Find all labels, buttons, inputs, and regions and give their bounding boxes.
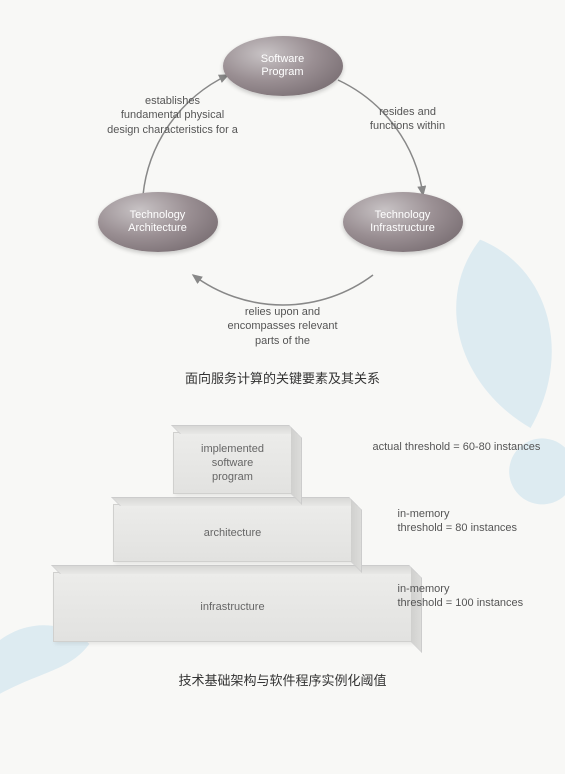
tier-infrastructure: infrastructure (53, 572, 413, 642)
edge-label-resides: resides andfunctions within (353, 105, 463, 134)
tier-label-text: implementedsoftwareprogram (201, 442, 264, 485)
tier-diagram: infrastructure architecture implementeds… (43, 432, 523, 652)
threshold-label-architecture: in-memorythreshold = 80 instances (398, 507, 548, 536)
threshold-label-infrastructure: in-memorythreshold = 100 instances (398, 582, 548, 611)
tier-label-text: architecture (204, 526, 261, 540)
cycle-diagram: SoftwareProgram TechnologyInfrastructure… (73, 20, 493, 360)
node-software-program: SoftwareProgram (223, 36, 343, 96)
edge-label-establishes: establishesfundamental physicaldesign ch… (93, 94, 253, 137)
tier-architecture: architecture (113, 504, 353, 562)
node-label: TechnologyArchitecture (128, 209, 187, 235)
threshold-label-program: actual threshold = 60-80 instances (373, 440, 543, 454)
node-label: TechnologyInfrastructure (370, 209, 435, 235)
caption-cycle: 面向服务计算的关键要素及其关系 (0, 368, 565, 387)
node-label: SoftwareProgram (261, 53, 304, 79)
node-technology-infrastructure: TechnologyInfrastructure (343, 192, 463, 252)
edge-label-relies: relies upon andencompasses relevantparts… (203, 305, 363, 348)
tier-label-text: infrastructure (200, 600, 264, 614)
tier-program: implementedsoftwareprogram (173, 432, 293, 494)
node-technology-architecture: TechnologyArchitecture (98, 192, 218, 252)
